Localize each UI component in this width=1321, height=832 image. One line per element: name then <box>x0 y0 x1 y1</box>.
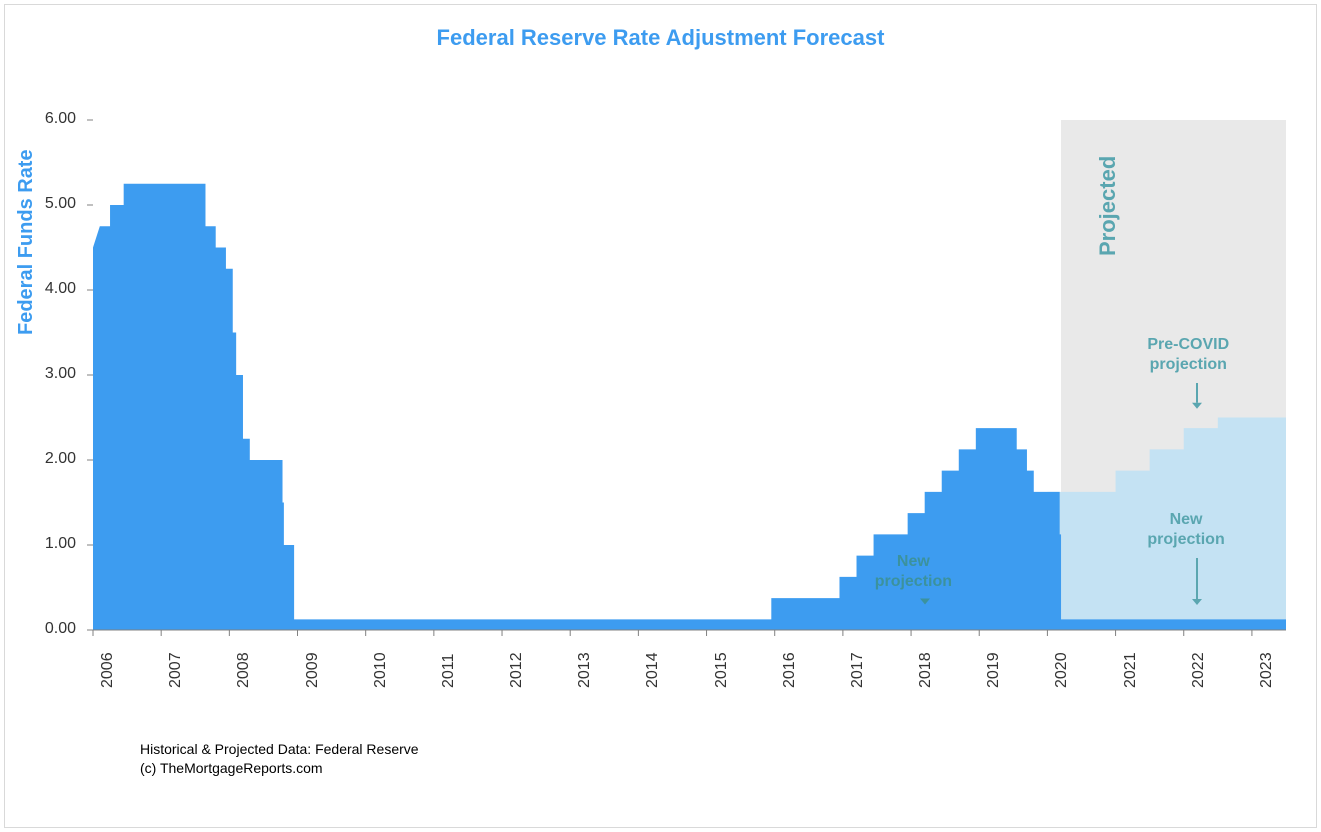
y-tick-label: 6.00 <box>16 110 76 128</box>
x-tick-label: 2016 <box>781 652 799 688</box>
x-tick-label: 2020 <box>1053 652 1071 688</box>
pre-covid-label: Pre-COVID projection <box>1147 335 1229 375</box>
x-tick-label: 2011 <box>440 654 458 688</box>
y-tick-label: 2.00 <box>16 450 76 468</box>
x-tick-label: 2023 <box>1258 652 1276 688</box>
x-tick-label: 2019 <box>985 652 1003 688</box>
x-tick-label: 2017 <box>849 652 867 688</box>
chart-frame: Federal Reserve Rate Adjustment Forecast… <box>4 4 1317 828</box>
arrow-down-icon <box>915 600 929 628</box>
y-tick-label: 1.00 <box>16 535 76 553</box>
x-tick-label: 2006 <box>99 652 117 688</box>
arrow-down-icon <box>1187 383 1201 411</box>
y-tick-label: 4.00 <box>16 280 76 298</box>
x-tick-label: 2009 <box>304 652 322 688</box>
arrow-down-icon <box>1187 558 1201 586</box>
new-projection-label-inside: New projection <box>875 552 952 592</box>
x-tick-label: 2013 <box>576 652 594 688</box>
x-tick-label: 2007 <box>167 652 185 688</box>
y-tick-label: 0.00 <box>16 620 76 638</box>
x-tick-label: 2022 <box>1190 652 1208 688</box>
source-line-1: Historical & Projected Data: Federal Res… <box>140 740 419 759</box>
y-axis-label: Federal Funds Rate <box>15 149 38 335</box>
plot-area: Projected Pre-COVID projection New proje… <box>93 120 1286 630</box>
y-tick-label: 5.00 <box>16 195 76 213</box>
projected-label: Projected <box>1095 155 1121 255</box>
new-projection-label-right: New projection <box>1147 510 1224 550</box>
x-tick-label: 2012 <box>508 652 526 688</box>
x-tick-label: 2015 <box>713 652 731 688</box>
x-tick-label: 2014 <box>644 652 662 688</box>
x-tick-label: 2018 <box>917 652 935 688</box>
source-attribution: Historical & Projected Data: Federal Res… <box>140 740 419 778</box>
x-tick-label: 2010 <box>372 652 390 688</box>
x-tick-label: 2021 <box>1122 652 1140 688</box>
y-tick-label: 3.00 <box>16 365 76 383</box>
source-line-2: (c) TheMortgageReports.com <box>140 759 419 778</box>
x-tick-label: 2008 <box>235 652 253 688</box>
chart-title: Federal Reserve Rate Adjustment Forecast <box>5 25 1316 51</box>
